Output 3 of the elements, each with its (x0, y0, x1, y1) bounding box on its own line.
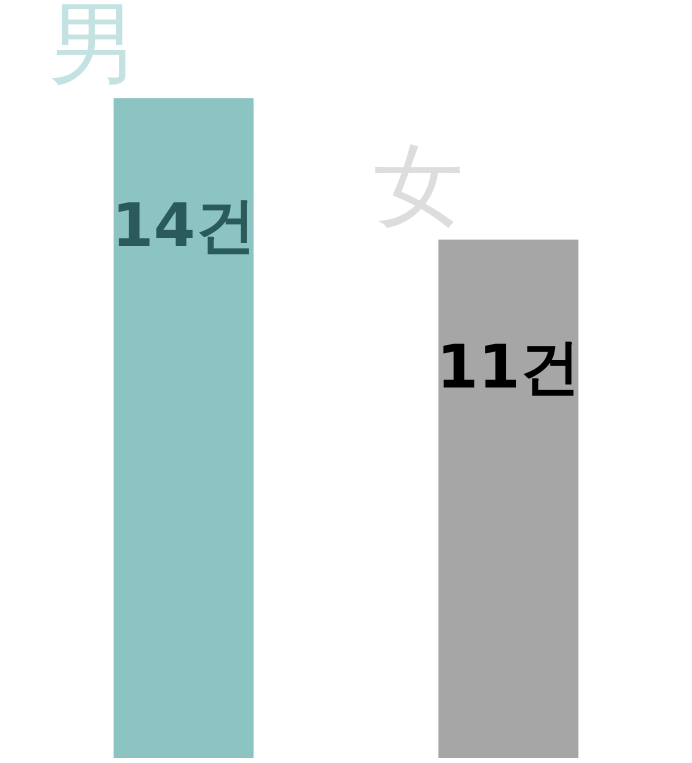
data-label: 11건 (436, 332, 580, 403)
data-label: 14건 (112, 191, 256, 262)
x-tick-label: 男 (48, 0, 139, 98)
